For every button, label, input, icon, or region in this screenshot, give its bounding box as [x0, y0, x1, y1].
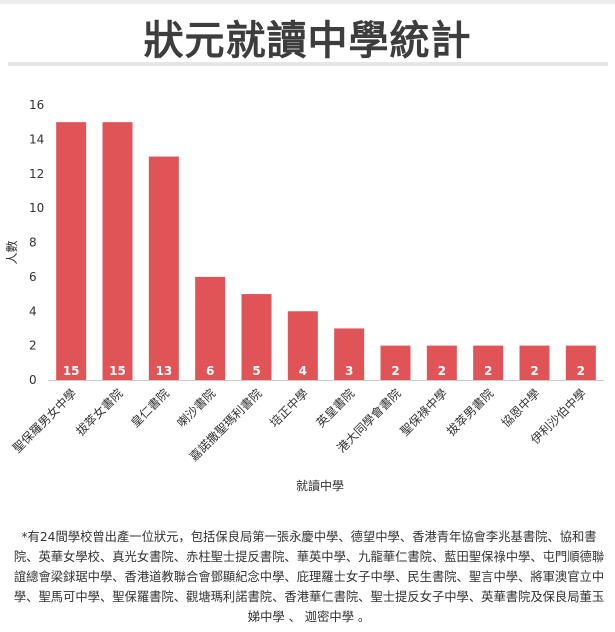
bar-value-label: 2 — [577, 364, 585, 378]
y-tick-label: 16 — [29, 98, 44, 112]
bar-value-label: 6 — [206, 364, 214, 378]
y-axis-label: 人數 — [5, 240, 19, 264]
bar-value-label: 4 — [299, 364, 307, 378]
y-tick-label: 8 — [29, 236, 37, 250]
bars — [56, 122, 596, 380]
title-divider — [8, 62, 608, 66]
x-tick-label: 聖保祿中學 — [397, 386, 450, 439]
bar-chart: 0 2 4 6 8 10 12 14 16 15 15 13 6 5 4 3 2 2 2 2 2 聖保羅男女中學拔萃女… — [5, 98, 604, 493]
bar-value-label: 13 — [155, 364, 172, 378]
bar — [565, 345, 596, 380]
bar — [380, 345, 411, 380]
x-tick-label: 拔萃女書院 — [73, 386, 126, 439]
x-tick-label: 協恩中學 — [498, 386, 543, 431]
bar — [287, 311, 318, 380]
y-tick-label: 2 — [29, 339, 37, 353]
top-divider — [0, 0, 615, 4]
bar-value-label: 2 — [391, 364, 399, 378]
bar — [102, 122, 133, 380]
footnote: *有24間學校曾出產一位狀元，包括保良局第一張永慶中學、德望中學、香港青年協會李… — [13, 530, 605, 624]
x-axis-label: 就讀中學 — [296, 478, 344, 493]
bar — [148, 156, 179, 380]
y-tick-label: 6 — [29, 270, 37, 284]
bar — [426, 345, 457, 380]
x-tick-label: 皇仁書院 — [128, 386, 172, 430]
bar-value-label: 15 — [109, 364, 126, 378]
bar-value-label: 3 — [345, 364, 353, 378]
x-tick-label: 英皇書院 — [313, 386, 357, 430]
x-tick-label: 拔萃男書院 — [443, 386, 496, 439]
bar — [241, 294, 272, 380]
bar-value-label: 15 — [63, 364, 80, 378]
bar — [56, 122, 87, 380]
bar-value-label: 2 — [530, 364, 538, 378]
page-title: 狀元就讀中學統計 — [143, 18, 472, 64]
bar — [334, 328, 365, 380]
bar — [195, 276, 226, 380]
y-axis-ticks: 0 2 4 6 8 10 12 14 16 — [29, 98, 44, 387]
bar-value-label: 2 — [484, 364, 492, 378]
y-tick-label: 12 — [29, 167, 44, 181]
x-tick-label: 聖保羅男女中學 — [9, 386, 79, 456]
y-tick-label: 10 — [29, 201, 44, 215]
x-tick-label: 喇沙書院 — [174, 386, 219, 431]
y-tick-label: 4 — [29, 304, 37, 318]
y-tick-label: 0 — [29, 373, 37, 387]
bar — [473, 345, 504, 380]
bar-value-labels: 15 15 13 6 5 4 3 2 2 2 2 2 — [63, 364, 585, 378]
bar — [519, 345, 550, 380]
bar-value-label: 2 — [438, 364, 446, 378]
bar-value-label: 5 — [252, 364, 260, 378]
x-tick-label: 培正中學 — [266, 386, 311, 431]
y-tick-label: 14 — [29, 132, 44, 146]
